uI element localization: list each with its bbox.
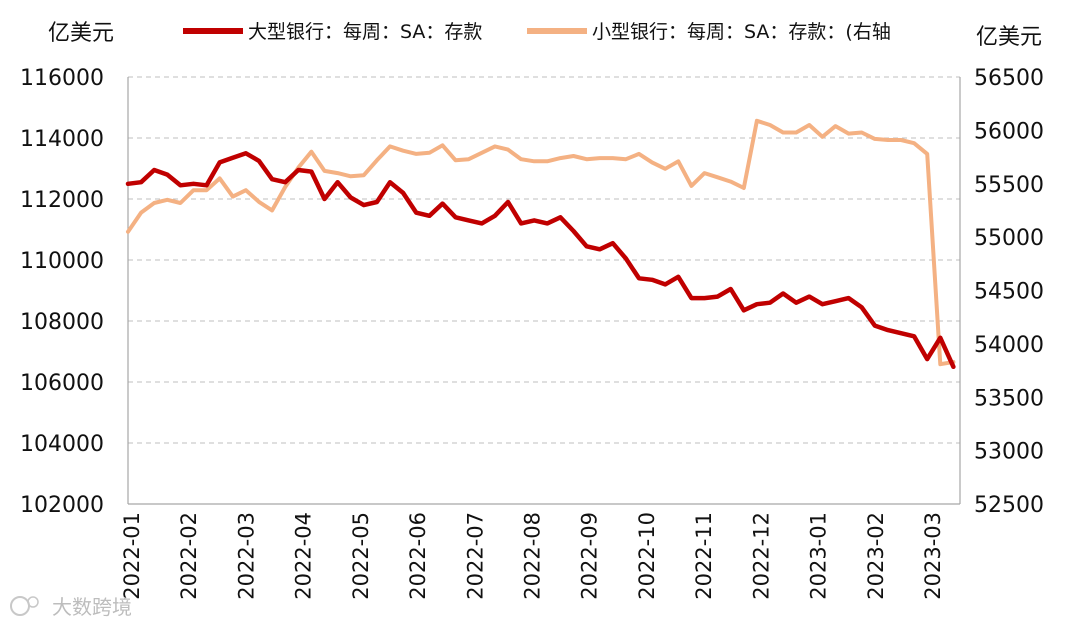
- left-tick-label: 108000: [20, 310, 104, 335]
- logo-icon: [10, 596, 30, 616]
- x-tick-label: 2023-03: [921, 512, 945, 600]
- x-tick-label: 2022-06: [406, 512, 430, 600]
- left-axis-ticks: 116000 114000 112000 110000 108000 106000 1040…: [20, 66, 104, 518]
- right-axis-ticks: 56500 56000 55500 55000 54500 54000 53500 53000…: [974, 66, 1044, 518]
- left-tick-label: 116000: [20, 66, 104, 91]
- left-tick-label: 114000: [20, 127, 104, 152]
- left-tick-label: 102000: [20, 493, 104, 518]
- x-tick-label: 2022-09: [578, 512, 602, 600]
- x-tick-label: 2022-02: [177, 512, 201, 600]
- right-tick-label: 52500: [974, 493, 1044, 518]
- legend: 大型银行：每周：SA：存款 小型银行：每周：SA：存款：(右轴: [183, 21, 891, 43]
- right-tick-label: 55000: [974, 226, 1044, 251]
- right-axis-unit: 亿美元: [976, 25, 1042, 50]
- x-tick-label: 2022-08: [521, 512, 545, 600]
- x-tick-label: 2022-10: [635, 512, 659, 600]
- x-axis-ticks: 2022-01 2022-02 2022-03 2022-04 2022-05 2022-…: [120, 512, 945, 600]
- series-line-small-banks: [126, 118, 956, 367]
- right-tick-label: 55500: [974, 173, 1044, 198]
- legend-label-small-banks: 小型银行：每周：SA：存款：(右轴: [592, 21, 891, 43]
- left-axis-unit: 亿美元: [48, 21, 114, 46]
- left-tick-label: 106000: [20, 371, 104, 396]
- x-tick-label: 2022-12: [749, 512, 773, 600]
- right-tick-label: 54500: [974, 280, 1044, 305]
- watermark: 大数跨境: [10, 595, 132, 619]
- axes: [127, 77, 961, 505]
- x-tick-label: 2023-01: [807, 512, 831, 600]
- x-tick-label: 2022-01: [120, 512, 144, 600]
- x-tick-label: 2022-07: [463, 512, 487, 600]
- legend-label-large-banks: 大型银行：每周：SA：存款: [248, 21, 482, 43]
- x-tick-label: 2022-03: [234, 512, 258, 600]
- left-tick-label: 104000: [20, 432, 104, 457]
- right-tick-label: 56000: [974, 119, 1044, 144]
- watermark-text: 大数跨境: [52, 595, 132, 619]
- x-tick-label: 2022-11: [692, 512, 716, 600]
- right-tick-label: 56500: [974, 66, 1044, 91]
- x-tick-label: 2022-05: [349, 512, 373, 600]
- series-line-large-banks: [125, 151, 956, 370]
- x-tick-label: 2023-02: [864, 512, 888, 600]
- right-tick-label: 53500: [974, 386, 1044, 411]
- left-tick-label: 112000: [20, 188, 104, 213]
- left-tick-label: 110000: [20, 249, 104, 274]
- right-tick-label: 53000: [974, 440, 1044, 465]
- gridlines: [128, 76, 960, 444]
- x-tick-label: 2022-04: [292, 512, 316, 600]
- right-tick-label: 54000: [974, 333, 1044, 358]
- series-layer: [125, 118, 956, 370]
